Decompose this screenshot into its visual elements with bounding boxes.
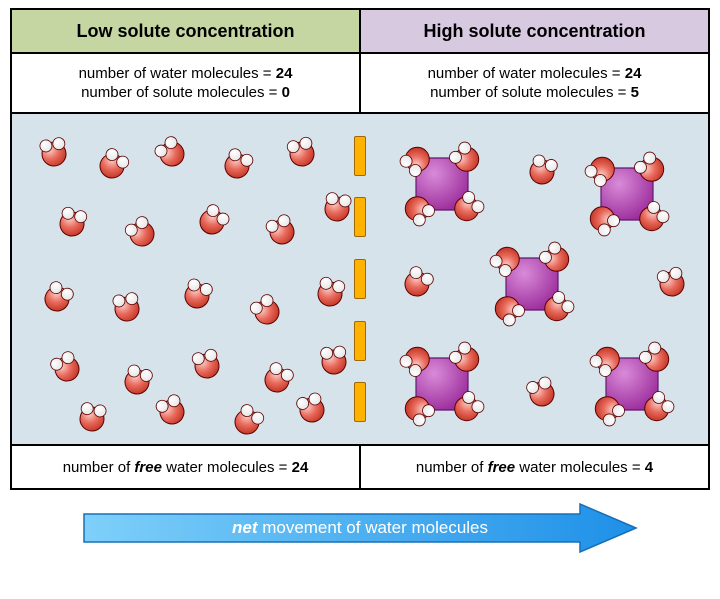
osmosis-diagram-panel: Low solute concentration High solute con… <box>10 8 710 490</box>
net-movement-arrow: net movement of water molecules <box>80 502 640 554</box>
solute-cluster <box>398 140 487 229</box>
water-molecule <box>315 276 346 309</box>
footer-right: number of free water molecules = 4 <box>361 446 708 488</box>
water-molecule <box>525 375 558 409</box>
water-molecule <box>191 348 222 381</box>
water-molecule <box>112 292 141 323</box>
footer-left: number of free water molecules = 24 <box>12 446 361 488</box>
water-molecule <box>121 363 154 397</box>
footer-row: number of free water molecules = 24 numb… <box>12 444 708 488</box>
water-molecule <box>295 391 328 425</box>
water-molecule <box>39 137 68 168</box>
solute-cluster <box>398 340 487 429</box>
header-row: Low solute concentration High solute con… <box>12 10 708 54</box>
right-solute-count: number of solute molecules = 5 <box>430 84 639 101</box>
membrane <box>353 114 367 444</box>
water-molecule <box>656 266 687 299</box>
water-molecule <box>195 202 232 239</box>
solute-cluster <box>583 150 672 239</box>
water-molecule <box>400 264 435 300</box>
arrow-label: net movement of water molecules <box>232 518 488 538</box>
water-molecule <box>153 134 190 171</box>
water-molecule <box>221 147 255 182</box>
counts-left: number of water molecules = 24 number of… <box>12 54 361 112</box>
water-molecule <box>40 279 75 315</box>
membrane-dash <box>354 197 366 237</box>
solute-cluster <box>488 240 577 329</box>
water-molecule <box>248 292 284 329</box>
water-molecule <box>526 153 559 187</box>
water-molecule <box>57 206 88 239</box>
right-water-count: number of water molecules = 24 <box>428 65 642 82</box>
membrane-dash <box>354 259 366 299</box>
header-left: Low solute concentration <box>12 10 361 52</box>
water-molecule <box>154 393 188 428</box>
counts-row: number of water molecules = 24 number of… <box>12 54 708 114</box>
water-molecule <box>260 360 295 396</box>
membrane-dash <box>354 382 366 422</box>
water-molecule <box>78 402 107 433</box>
water-molecule <box>181 277 214 311</box>
water-molecule <box>323 192 352 223</box>
left-water-count: number of water molecules = 24 <box>79 65 293 82</box>
water-molecule <box>320 346 347 375</box>
water-molecule <box>48 349 83 385</box>
water-molecule <box>286 136 317 169</box>
water-molecule <box>123 214 159 251</box>
left-solute-count: number of solute molecules = 0 <box>81 84 290 101</box>
solute-cluster <box>588 340 677 429</box>
membrane-dash <box>354 136 366 176</box>
water-molecule <box>230 402 266 439</box>
simulation-area <box>12 114 708 444</box>
membrane-dash <box>354 321 366 361</box>
header-right: High solute concentration <box>361 10 708 52</box>
water-molecule <box>264 213 298 248</box>
water-molecule <box>95 146 131 183</box>
counts-right: number of water molecules = 24 number of… <box>361 54 708 112</box>
